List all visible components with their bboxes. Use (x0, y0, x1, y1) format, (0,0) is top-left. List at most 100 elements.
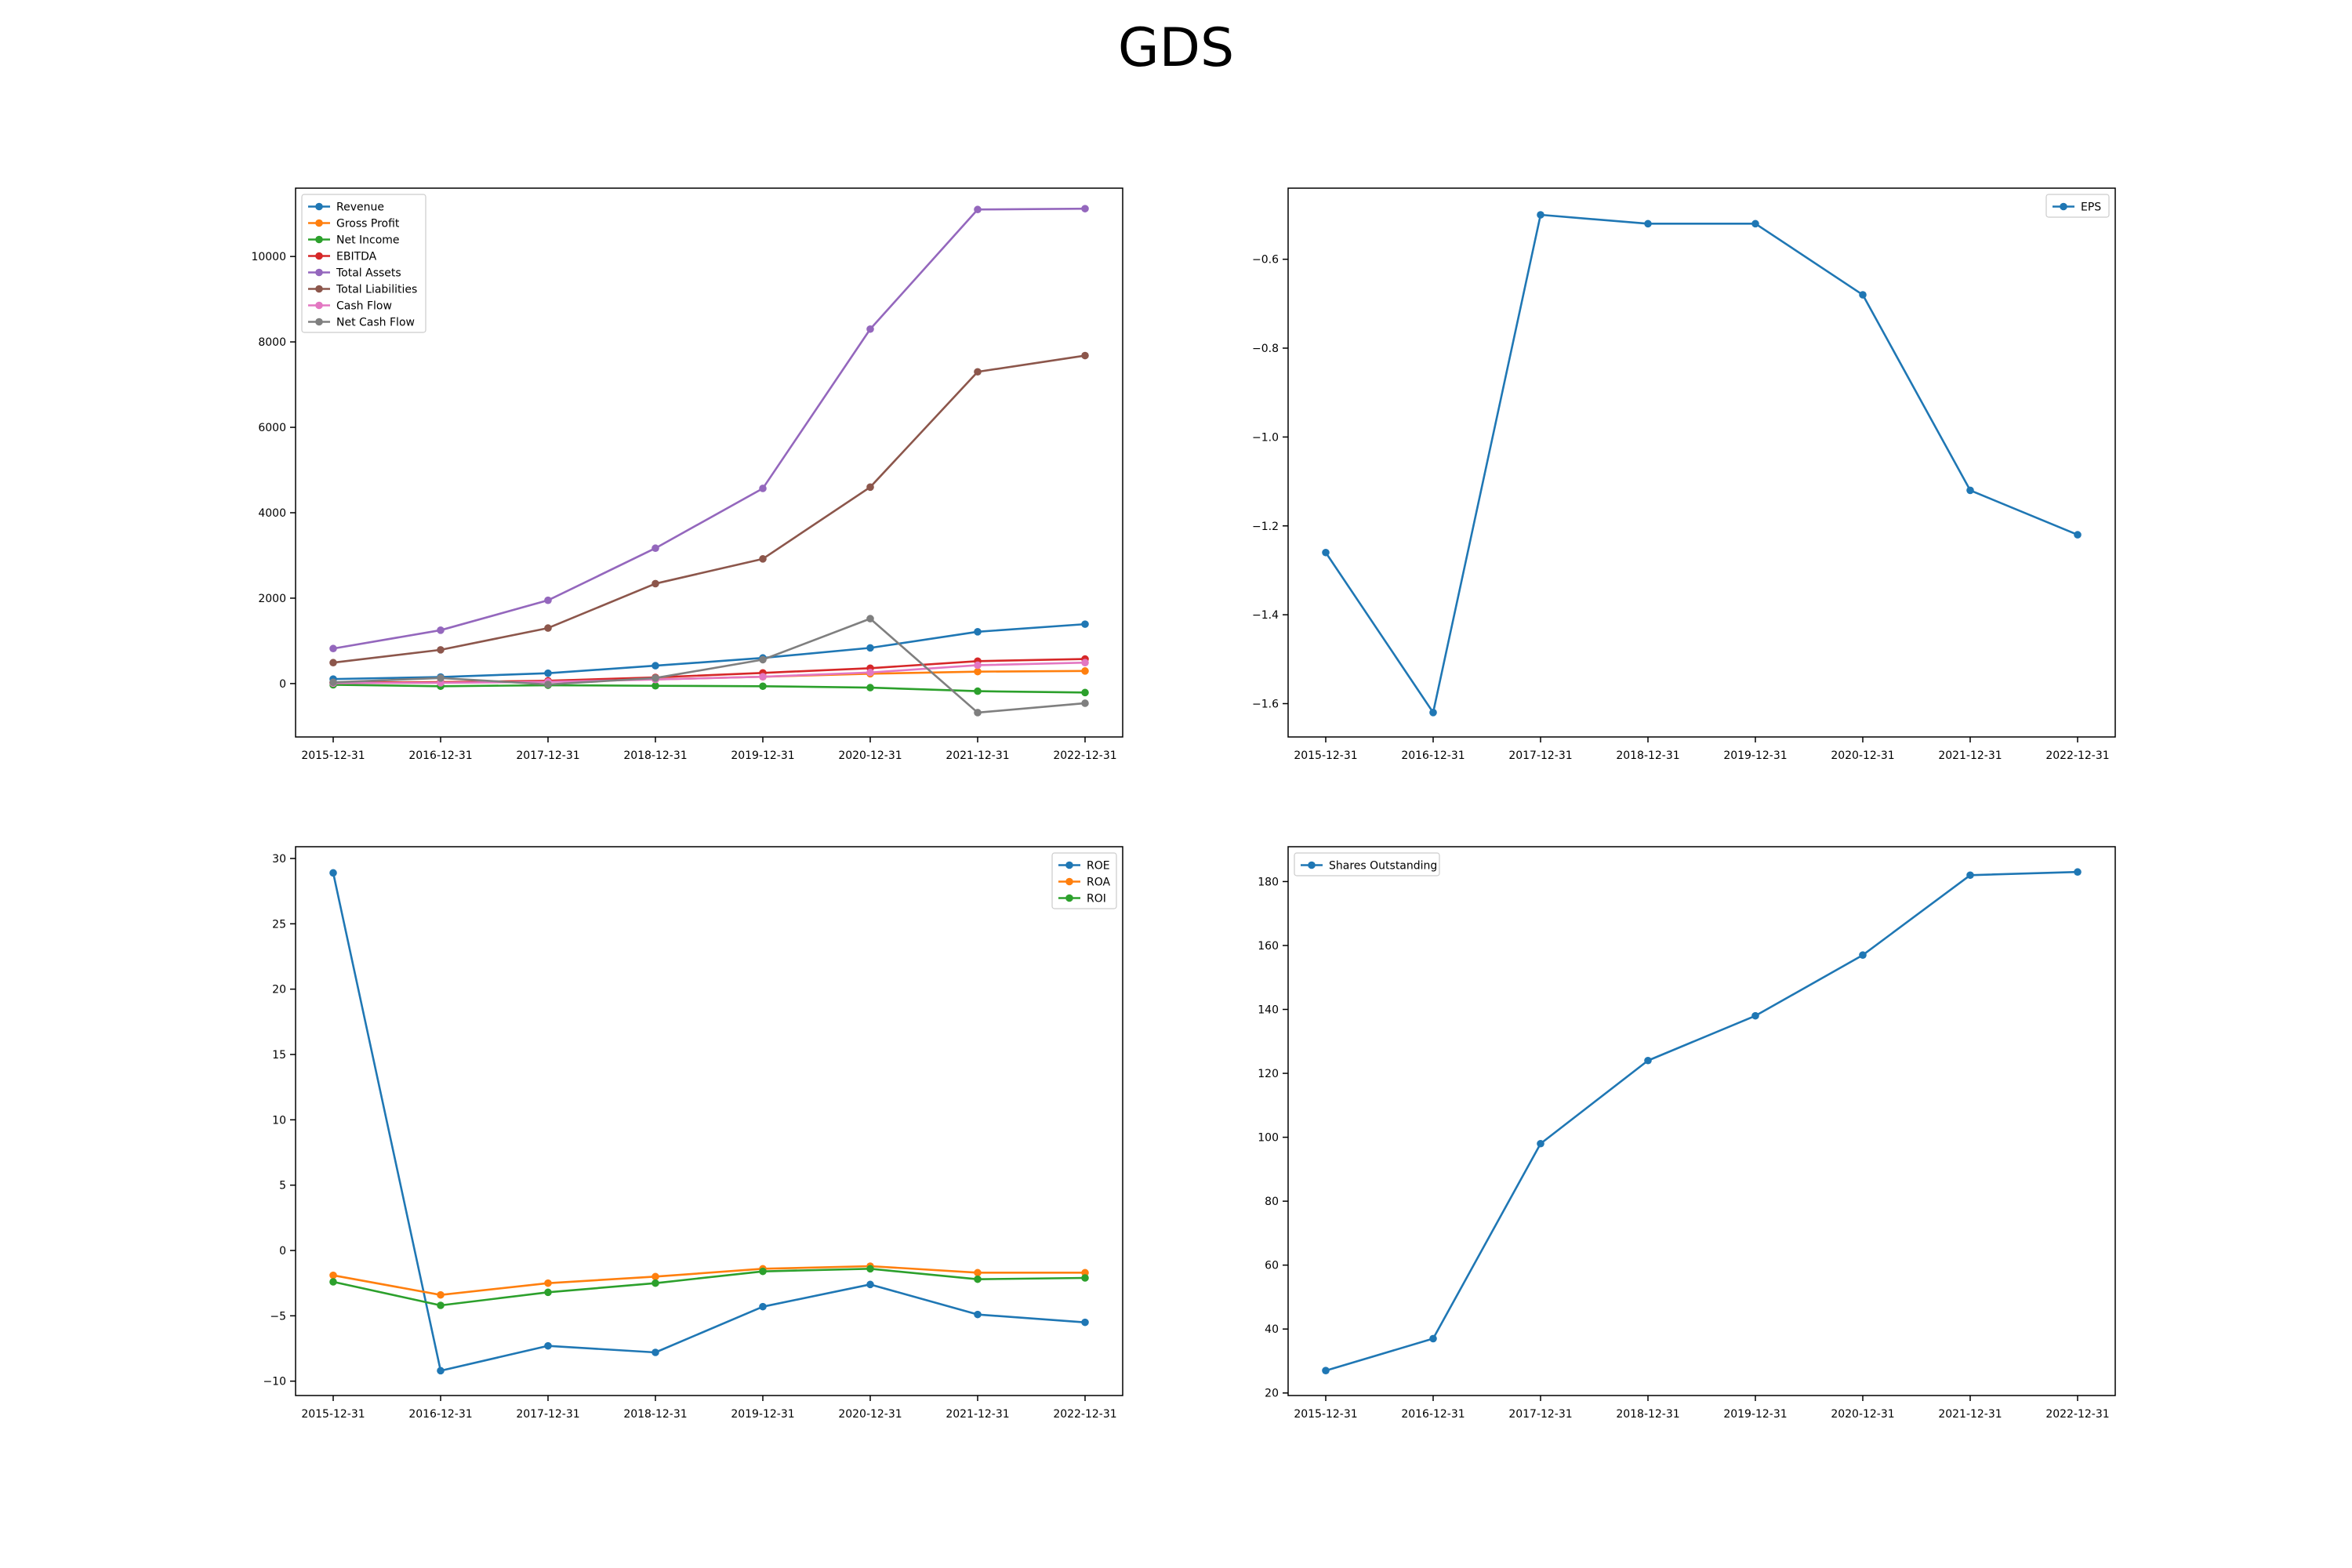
data-point (437, 626, 445, 634)
chart-2: 2015-12-31 2016-12-31 2017-12-31 2018-12-31… (1252, 187, 2116, 762)
series-line (332, 1268, 1086, 1307)
data-point (866, 684, 874, 691)
y-tick-label: −0.6 (1252, 254, 1279, 267)
legend-label: Gross Profit (336, 218, 400, 230)
legend-marker (1065, 861, 1073, 869)
x-tick-label: 2019-12-31 (1723, 1408, 1787, 1421)
data-point (1081, 1274, 1089, 1282)
plot-frame (1287, 846, 2116, 1396)
data-point (759, 682, 767, 691)
x-tick-label: 2021-12-31 (1938, 750, 2002, 762)
y-tick-label: 60 (1265, 1260, 1279, 1272)
data-point (437, 1290, 445, 1299)
data-point (974, 709, 982, 717)
data-point (652, 1348, 659, 1356)
plot-frame (295, 187, 1123, 738)
data-point (544, 596, 552, 604)
y-tick-label: 20 (1265, 1388, 1279, 1400)
legend-box (1294, 852, 1440, 877)
x-tick-label: 2016-12-31 (1401, 1408, 1465, 1421)
data-point (1644, 220, 1652, 228)
x-tick-label: 2021-12-31 (1938, 1408, 2002, 1421)
data-point (759, 673, 767, 681)
data-point (652, 681, 659, 690)
y-tick-label: 10 (272, 1114, 286, 1127)
legend-label: Total Assets (336, 267, 401, 280)
chart-3: 2015-12-31 2016-12-31 2017-12-31 2018-12-31… (263, 846, 1123, 1421)
y-tick-label: −1.4 (1252, 609, 1279, 622)
data-point (1859, 291, 1867, 299)
legend-label: Cash Flow (336, 300, 392, 313)
data-point (866, 1265, 874, 1273)
data-point (544, 1341, 552, 1350)
data-point (544, 1279, 552, 1287)
data-point (974, 205, 982, 214)
x-tick-label: 2015-12-31 (1294, 1408, 1357, 1421)
series-line (332, 1265, 1085, 1296)
data-point (1081, 699, 1089, 707)
y-tick-label: 5 (279, 1180, 286, 1192)
y-tick-label: −1.2 (1252, 521, 1279, 533)
data-point (2074, 531, 2082, 539)
data-point (329, 1278, 337, 1286)
legend-marker (315, 202, 323, 211)
y-tick-label: −5 (270, 1310, 286, 1323)
data-point (866, 483, 874, 492)
page-title: GDS (1117, 17, 1235, 79)
x-tick-label: 2020-12-31 (838, 1408, 902, 1421)
x-tick-label: 2016-12-31 (408, 750, 472, 762)
data-point (1644, 1056, 1652, 1065)
data-point (652, 579, 659, 588)
y-tick-label: −1.6 (1252, 698, 1279, 710)
x-tick-label: 2022-12-31 (2045, 1408, 2109, 1421)
data-point (1859, 951, 1867, 960)
data-point (544, 681, 552, 688)
chart-1: 2015-12-31 2016-12-31 2017-12-31 2018-12-31… (251, 187, 1123, 762)
data-point (1081, 1269, 1089, 1277)
data-point (974, 1275, 982, 1283)
legend-box (2045, 194, 2110, 218)
series-line (1325, 870, 2078, 1372)
y-tick-label: 100 (1258, 1132, 1279, 1145)
x-tick-label: 2017-12-31 (1508, 1408, 1572, 1421)
x-tick-label: 2019-12-31 (731, 1408, 794, 1421)
y-tick-label: 40 (1265, 1323, 1279, 1336)
x-tick-label: 2020-12-31 (1831, 1408, 1894, 1421)
data-point (437, 1301, 445, 1309)
y-tick-label: 0 (279, 678, 286, 691)
y-tick-label: 4000 (258, 507, 286, 520)
y-tick-label: 2000 (258, 593, 286, 605)
x-tick-label: 2019-12-31 (1723, 750, 1787, 762)
data-point (759, 555, 767, 563)
plot-frame (295, 846, 1123, 1396)
legend: Shares Outstanding (1294, 852, 1440, 877)
series-line (332, 622, 1086, 681)
data-point (544, 624, 552, 632)
data-point (329, 659, 337, 667)
legend-box (301, 194, 426, 333)
series-line (332, 207, 1086, 650)
legend-label: ROI (1087, 893, 1106, 906)
data-point (1751, 1011, 1759, 1020)
legend-marker (315, 252, 323, 260)
legend-marker (315, 268, 323, 277)
legend-label: ROA (1087, 877, 1111, 889)
data-point (329, 678, 337, 687)
data-point (2074, 868, 2082, 877)
data-point (1429, 709, 1437, 717)
legend-marker (315, 301, 323, 310)
x-tick-label: 2015-12-31 (1294, 750, 1357, 762)
x-tick-label: 2018-12-31 (623, 1408, 687, 1421)
y-tick-label: 8000 (258, 336, 286, 349)
data-point (329, 644, 337, 653)
legend-label: Shares Outstanding (1329, 860, 1437, 873)
data-point (866, 1280, 874, 1289)
y-tick-label: 80 (1265, 1196, 1279, 1208)
x-tick-label: 2016-12-31 (1401, 750, 1465, 762)
data-point (1751, 220, 1759, 228)
legend-marker (1065, 877, 1073, 886)
legend-label: Net Income (336, 234, 400, 247)
legend: EPS (2045, 194, 2110, 218)
data-point (974, 661, 982, 670)
